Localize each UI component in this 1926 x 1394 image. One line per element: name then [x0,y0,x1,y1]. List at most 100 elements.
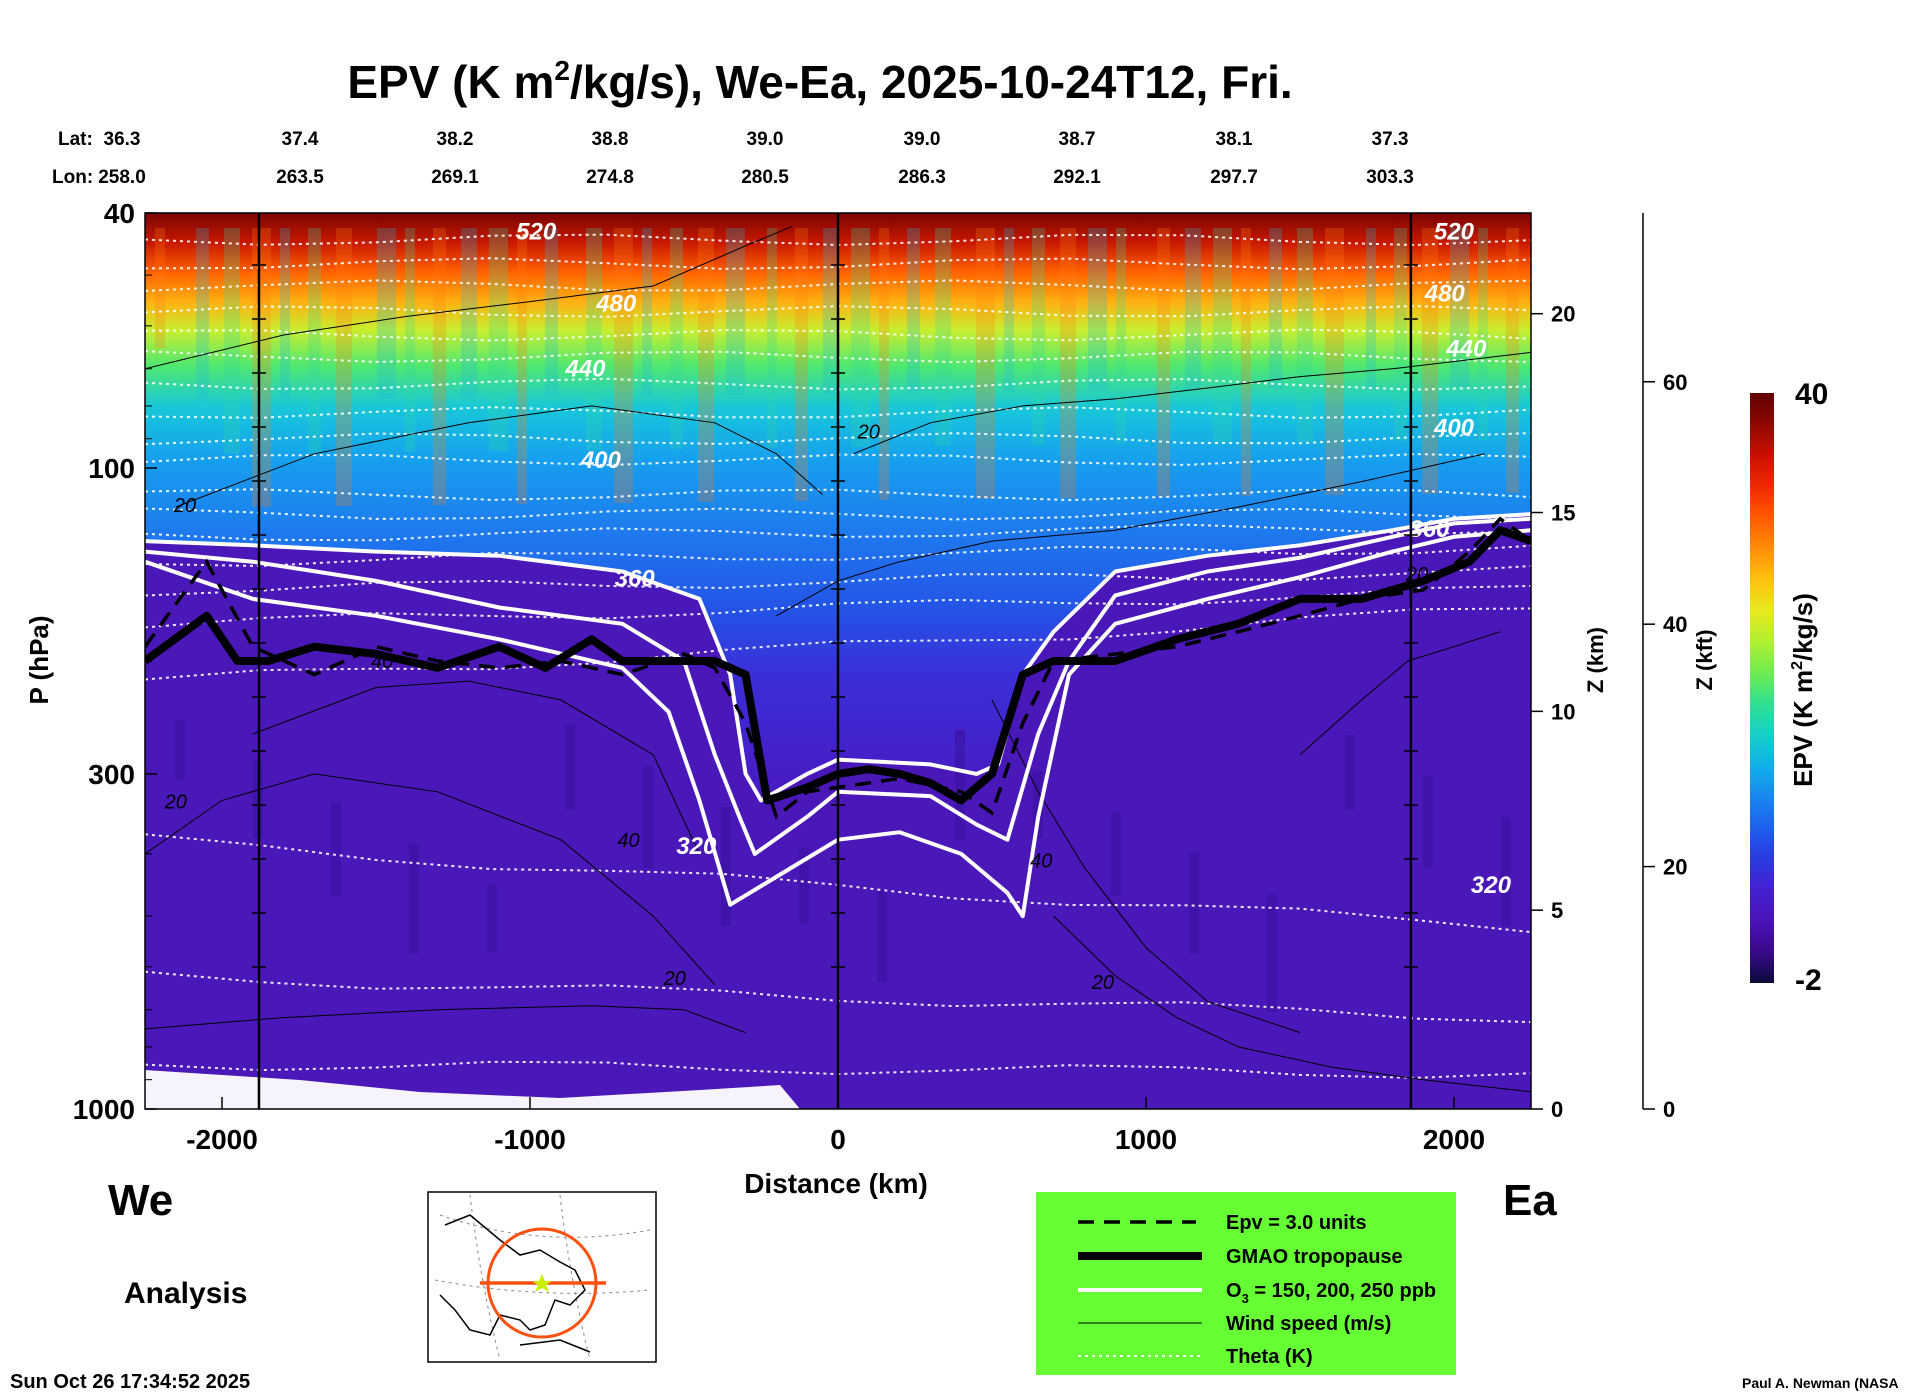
colorbar: 40 -2 EPV (K m2/kg/s) [1750,378,1828,997]
y-tick-label: 300 [88,759,135,790]
troposphere-blob [1501,817,1511,926]
wind-contour [991,699,1301,1034]
theta-label: 440 [564,356,606,383]
legend-label-epv3: Epv = 3.0 units [1226,1212,1367,1234]
x-axis-title: Distance (km) [744,1168,928,1199]
lat-value: 38.8 [592,129,629,150]
locator-map [427,1191,657,1363]
y-tick-label: 40 [104,198,135,229]
theta-label: 400 [1433,415,1475,442]
section-vertical-lines [251,213,1418,1109]
epv-streak [517,228,527,504]
epv-streak [377,228,396,399]
epv-streak [907,228,920,393]
lon-value: 292.1 [1053,167,1101,188]
timestamp: Sun Oct 26 17:34:52 2025 [10,1371,250,1393]
epv-streak [155,228,165,348]
epv-streak [1088,228,1107,391]
wind-label: 20 [1405,564,1428,586]
epv-streak [1506,228,1519,493]
z-kft-tick-label: 40 [1663,612,1687,637]
theta-label: 400 [580,447,622,474]
lat-lon-row: 36.3 37.4 38.2 38.8 39.0 39.0 38.7 38.1 37.3 258.… [98,129,1414,188]
lat-value: 36.3 [104,129,141,150]
theta-label: 440 [1445,336,1487,363]
z-kft-tick-label: 20 [1663,855,1687,880]
epv-texture-streaks [155,228,1519,1012]
legend-label-ozone: O3 = 150, 200, 250 ppb [1226,1280,1436,1306]
lat-label: Lat: [58,129,93,150]
lon-value: 280.5 [741,167,789,188]
epv-streak [1004,228,1014,392]
wind-label: 20 [857,422,880,444]
epv-streak [545,228,558,397]
lat-value: 38.2 [437,129,474,150]
wind-label: 40 [1030,851,1052,873]
epv-streak [1116,228,1126,444]
z-km-tick-label: 0 [1551,1097,1563,1122]
z-km-axis: 0 5 10 15 20 [1531,302,1575,1122]
x-tick-label: -1000 [494,1124,566,1155]
epv-streak [336,228,352,506]
wind-contour [145,773,716,986]
epv-streak [614,228,633,503]
lat-value: 37.4 [282,129,319,150]
title-part-2: /kg/s), We-Ea, 2025-10-24T12, Fri. [570,56,1293,108]
colorbar-title-part-2: /kg/s) [1788,593,1818,661]
wind-contour [252,680,700,855]
epv-streak [586,228,602,450]
legend-ozone-o: O [1226,1280,1242,1302]
epv-streak [196,228,209,401]
z-kft-axis-title: Z (kft) [1692,629,1717,690]
theta-label: 320 [676,833,717,860]
legend-ozone-sub: 3 [1242,1291,1249,1306]
epv-streak [698,228,714,502]
troposphere-blob [487,884,497,952]
lon-value: 286.3 [898,167,946,188]
epv-streak [823,228,839,394]
lat-value: 38.7 [1059,129,1096,150]
epv-streak [1450,228,1469,387]
epv-streak [1422,228,1438,494]
theta-label: 480 [595,291,637,318]
pressure-axis: 40 100 300 1000 [73,198,157,1125]
x-tick-label: 0 [830,1124,846,1155]
z-km-tick-label: 5 [1551,898,1563,923]
wind-label: 20 [1091,972,1114,994]
epv-streak [1060,228,1076,498]
title-superscript: 2 [554,55,570,86]
z-km-axis-title: Z (km) [1583,627,1608,693]
lon-label: Lon: [52,167,93,188]
colorbar-title: EPV (K m2/kg/s) [1788,593,1818,787]
legend-label-tropopause: GMAO tropopause [1226,1246,1403,1268]
troposphere-blob [955,730,965,840]
map-center-star [532,1274,552,1292]
x-tick-label: 1000 [1115,1124,1177,1155]
ozone-contour [145,528,1531,919]
epv-streak [1213,228,1232,443]
theta-label: 520 [1434,219,1475,246]
z-km-tick-label: 10 [1551,699,1575,724]
wind-label: 20 [663,968,686,990]
credit: Paul A. Newman (NASA [1742,1375,1899,1391]
troposphere-blob [1423,776,1433,868]
gmao-tropopause-line [145,526,1531,805]
troposphere-blob [175,720,185,780]
troposphere-blob [1345,735,1355,810]
theta-label: 320 [1471,872,1512,899]
z-kft-tick-label: 60 [1663,370,1687,395]
troposphere-blob [643,766,653,868]
y-tick-label: 100 [88,453,135,484]
lat-value: 37.3 [1372,129,1409,150]
epv-streak [1032,228,1045,445]
epv-streak [1269,228,1282,389]
troposphere-blob [877,889,887,982]
epv-streak [795,228,808,501]
lon-value: 297.7 [1210,167,1258,188]
theta-label: 360 [1409,516,1450,543]
troposphere-blob [331,802,341,896]
wind-contour [776,453,1485,617]
z-kft-tick-label: 0 [1663,1097,1675,1122]
epv-streak [1394,228,1407,441]
lon-value: 274.8 [586,167,634,188]
